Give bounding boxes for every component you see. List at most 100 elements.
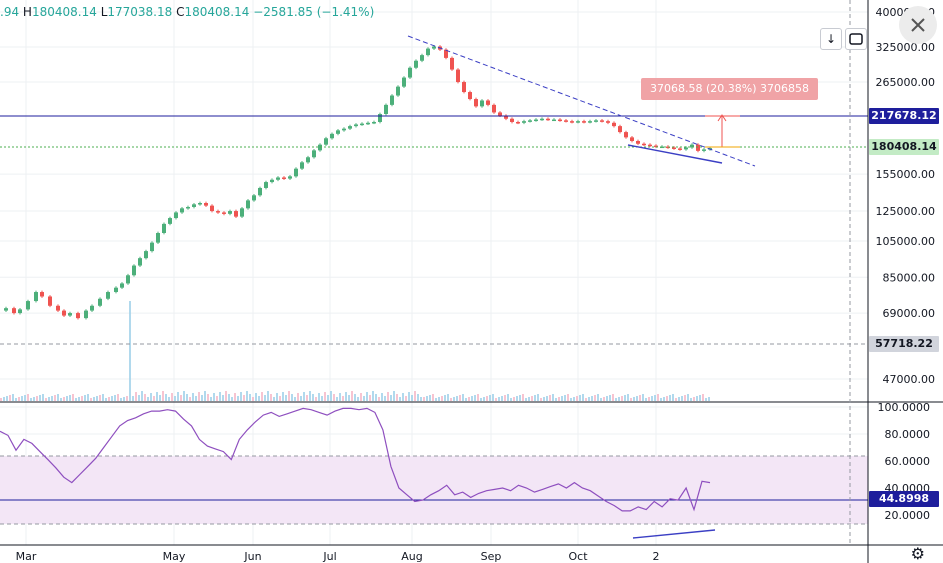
volume-bar xyxy=(63,397,65,401)
candle-body xyxy=(624,132,628,138)
volume-bar xyxy=(702,394,704,401)
candle-body xyxy=(40,292,44,297)
volume-bar xyxy=(567,394,569,401)
volume-bar xyxy=(549,395,551,401)
volume-bar xyxy=(258,396,260,401)
volume-bar xyxy=(231,397,233,401)
candle-body xyxy=(324,138,328,145)
volume-bar xyxy=(18,397,20,401)
volume-bar xyxy=(645,398,647,401)
volume-bar xyxy=(390,395,392,401)
chart-settings-button[interactable]: ⚙ xyxy=(911,544,925,563)
high-value: 180408.14 xyxy=(31,5,97,19)
candle-body xyxy=(690,144,694,148)
candle-body xyxy=(76,313,80,319)
candle-body xyxy=(426,48,430,56)
candle-body xyxy=(288,176,292,179)
volume-bar xyxy=(429,395,431,401)
volume-bar xyxy=(522,394,524,401)
candle-body xyxy=(474,99,478,107)
price-tick-label: 155000.00 xyxy=(876,168,936,181)
candle-body xyxy=(546,118,550,121)
chart-corner-button[interactable] xyxy=(899,6,937,44)
trend-lines xyxy=(407,35,756,539)
volume-bar xyxy=(291,394,293,401)
volume-bar xyxy=(51,396,53,401)
volume-bar xyxy=(666,396,668,401)
volume-bar xyxy=(696,396,698,401)
volume-bar xyxy=(495,398,497,401)
fullscreen-button[interactable] xyxy=(845,28,867,50)
price-badge-support: 57718.22 xyxy=(869,336,939,352)
volume-bar xyxy=(204,391,206,401)
candle-body xyxy=(84,310,88,319)
volume-bar xyxy=(243,395,245,401)
volume-bar xyxy=(534,395,536,401)
volume-bar xyxy=(327,395,329,401)
scroll-down-button[interactable]: ↓ xyxy=(820,28,842,50)
volume-bar xyxy=(342,396,344,401)
volume-bar xyxy=(558,397,560,401)
volume-bar xyxy=(75,398,77,401)
close-value: 180408.14 xyxy=(184,5,250,19)
candle-body xyxy=(390,95,394,105)
candle-body xyxy=(252,195,256,201)
candle-body xyxy=(210,205,214,212)
candle-body xyxy=(330,133,334,139)
change-value: −2581.85 (−1.41%) xyxy=(253,5,375,19)
volume-bar xyxy=(459,395,461,401)
candle-body xyxy=(336,130,340,134)
volume-bar xyxy=(366,392,368,401)
candle-body xyxy=(414,60,418,68)
volume-bars xyxy=(0,301,710,401)
candle-body xyxy=(600,120,604,122)
candle-body xyxy=(106,292,110,299)
candle-body xyxy=(270,179,274,183)
price-tick-label: 125000.00 xyxy=(876,205,936,218)
volume-bar xyxy=(180,395,182,401)
volume-bar xyxy=(669,395,671,401)
volume-bar xyxy=(675,398,677,401)
ohlc-legend: .94 H180408.14 L177038.18 C180408.14 −25… xyxy=(0,5,374,19)
volume-bar xyxy=(111,396,113,401)
price-tick-label: 85000.00 xyxy=(883,271,936,284)
candle-body xyxy=(450,57,454,70)
volume-bar xyxy=(135,392,137,401)
volume-bar xyxy=(324,392,326,401)
volume-bar xyxy=(198,392,200,401)
candle-body xyxy=(312,150,316,158)
volume-bar xyxy=(672,394,674,401)
volume-bar xyxy=(228,394,230,401)
candle-body xyxy=(570,121,574,123)
volume-bar xyxy=(15,398,17,401)
candle-body xyxy=(114,287,118,293)
price-tick-label: 325000.00 xyxy=(876,41,936,54)
volume-bar xyxy=(102,394,104,401)
volume-bar xyxy=(120,398,122,401)
volume-bar xyxy=(45,398,47,401)
candle-body xyxy=(522,121,526,123)
volume-bar xyxy=(117,394,119,401)
volume-bar xyxy=(39,395,41,401)
candle-body xyxy=(396,86,400,96)
volume-bar xyxy=(597,394,599,401)
candle-body xyxy=(258,187,262,196)
volume-bar xyxy=(465,398,467,401)
volume-bar xyxy=(576,396,578,401)
volume-bar xyxy=(546,396,548,401)
volume-bar xyxy=(9,395,11,401)
candle-body xyxy=(576,121,580,123)
candle-body xyxy=(378,113,382,122)
volume-bar xyxy=(474,395,476,401)
rsi-line xyxy=(0,407,711,512)
volume-bar xyxy=(177,392,179,401)
volume-bar xyxy=(543,397,545,401)
candle-body xyxy=(276,177,280,180)
volume-bar xyxy=(6,396,8,401)
volume-bar xyxy=(48,397,50,401)
volume-bar xyxy=(201,395,203,401)
volume-bar xyxy=(699,395,701,401)
candle-body xyxy=(456,69,460,83)
volume-bar xyxy=(153,396,155,401)
